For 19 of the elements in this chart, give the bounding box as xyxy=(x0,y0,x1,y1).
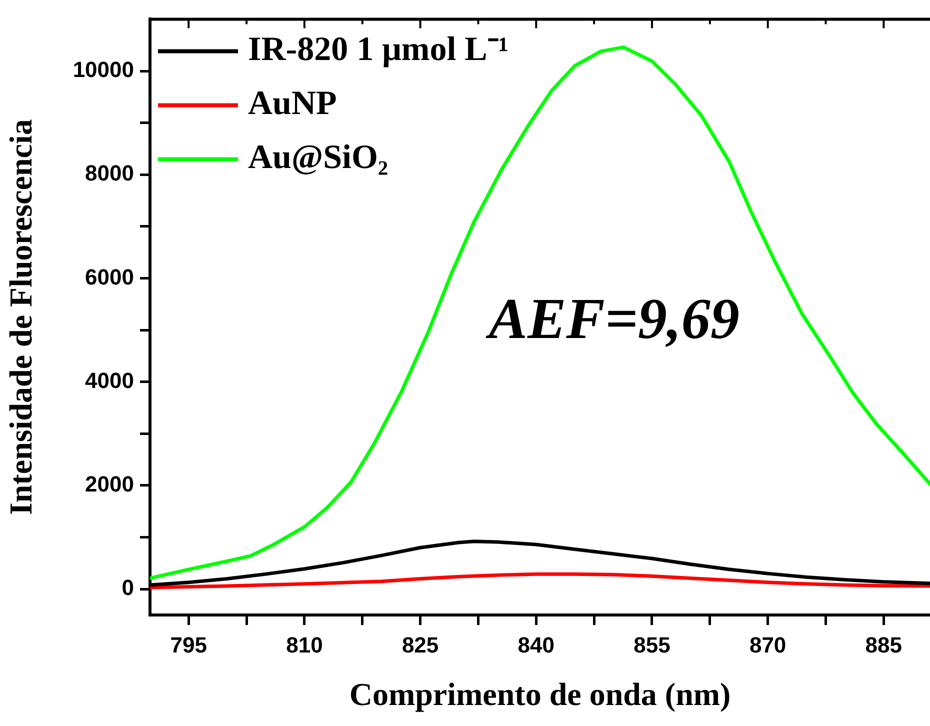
x-axis-title: Comprimento de onda (nm) xyxy=(349,676,731,712)
annotation: AEF=9,69 xyxy=(486,286,740,352)
y-axis-title: Intensidade de Fluorescencia xyxy=(2,119,38,516)
x-tick-label: 885 xyxy=(865,632,902,658)
legend-label: Au@SiO₂ xyxy=(248,138,388,176)
y-tick-label: 2000 xyxy=(85,472,134,497)
x-tick-label: 855 xyxy=(634,632,670,658)
legend-label: AuNP xyxy=(248,84,337,122)
y-tick-label: 8000 xyxy=(85,160,134,186)
x-tick-label: 825 xyxy=(402,632,439,658)
y-tick-label: 10000 xyxy=(72,57,134,82)
x-tick-label: 840 xyxy=(518,632,554,658)
y-tick-label: 6000 xyxy=(85,264,134,290)
y-tick-label: 4000 xyxy=(85,368,134,393)
y-tick-label: 0 xyxy=(122,575,134,600)
x-tick-label: 870 xyxy=(749,632,786,658)
legend-label: IR-820 1 μmol L⁻¹ xyxy=(248,30,509,68)
x-tick-label: 795 xyxy=(170,632,207,658)
x-tick-label: 810 xyxy=(286,632,323,658)
